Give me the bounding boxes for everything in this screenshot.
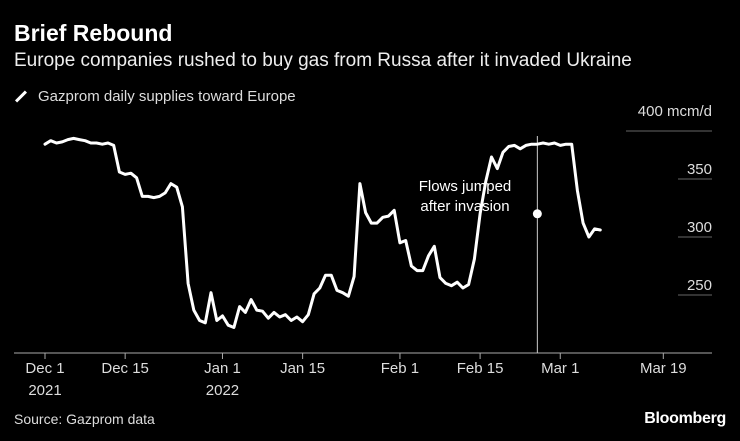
y-tick-label: 250 xyxy=(687,277,712,294)
legend-label: Gazprom daily supplies toward Europe xyxy=(38,88,296,105)
x-tick-label: Mar 1 xyxy=(541,360,579,377)
y-tick-label: 350 xyxy=(687,161,712,178)
bloomberg-logo: Bloomberg xyxy=(644,410,726,427)
x-tick-label: Feb 15 xyxy=(457,360,504,377)
x-tick-year-label: 2021 xyxy=(28,382,61,399)
y-tick-label: 300 xyxy=(687,219,712,236)
chart-subtitle: Europe companies rushed to buy gas from … xyxy=(14,50,632,71)
annotation-label: after invasion xyxy=(420,198,509,215)
x-tick-label: Dec 15 xyxy=(101,360,149,377)
annotation-point xyxy=(532,209,542,219)
x-tick-label: Jan 1 xyxy=(204,360,241,377)
x-tick-label: Jan 15 xyxy=(280,360,325,377)
x-tick-label: Feb 1 xyxy=(381,360,419,377)
x-tick-label: Dec 1 xyxy=(25,360,64,377)
series-line-gazprom-supplies xyxy=(43,136,602,329)
y-tick-label: 400 mcm/d xyxy=(638,103,712,120)
x-tick-label: Mar 19 xyxy=(640,360,687,377)
legend: Gazprom daily supplies toward Europe xyxy=(14,88,296,105)
source-note: Source: Gazprom data xyxy=(14,411,155,427)
annotation-label: Flows jumped xyxy=(419,178,512,195)
x-tick-year-label: 2022 xyxy=(206,382,239,399)
chart-title: Brief Rebound xyxy=(14,20,173,46)
